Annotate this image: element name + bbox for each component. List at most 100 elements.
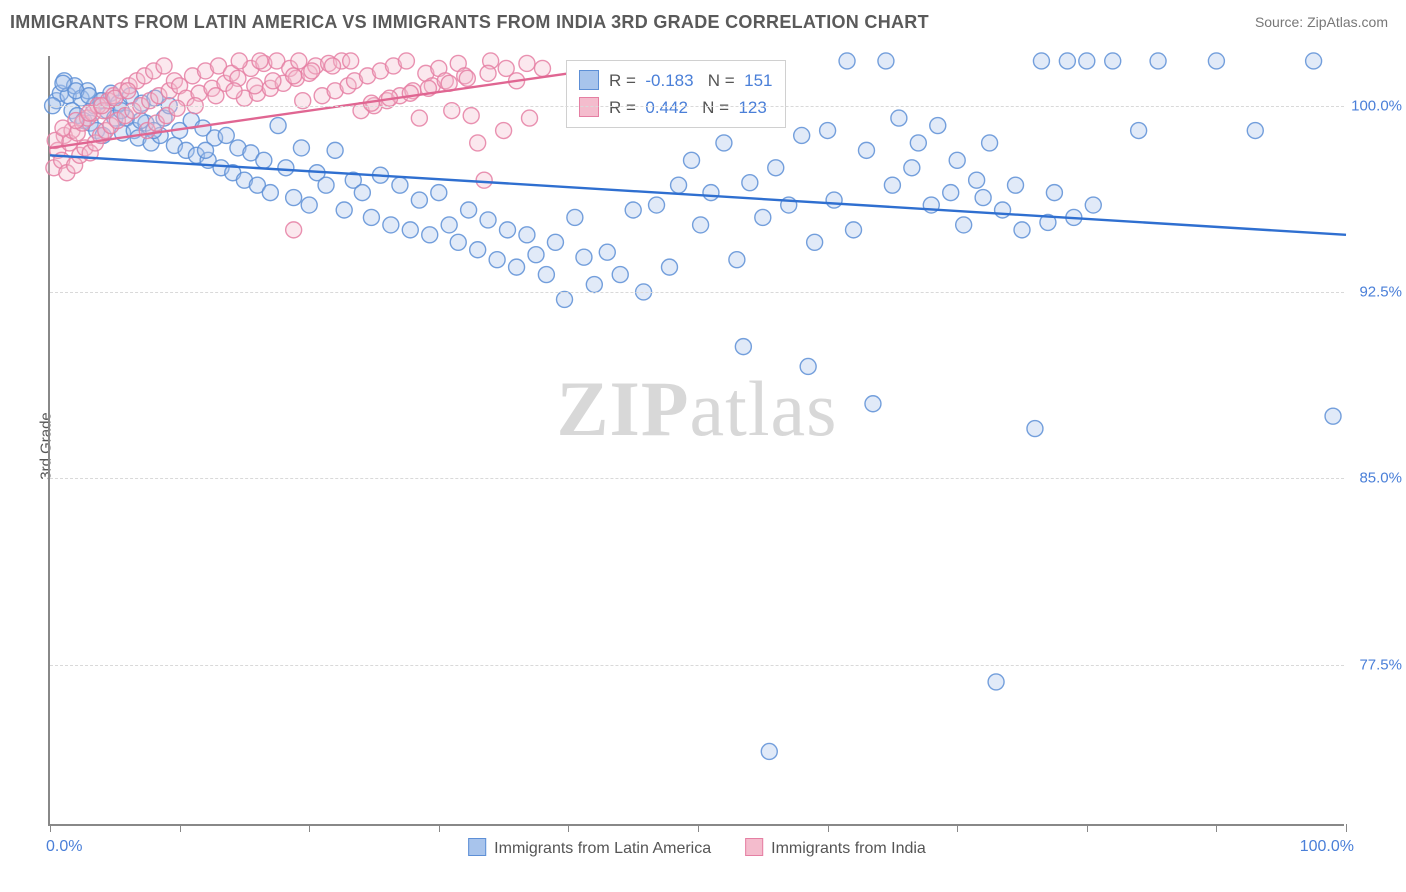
data-point	[398, 53, 414, 69]
source-attribution: Source: ZipAtlas.com	[1255, 14, 1388, 30]
legend-swatch	[579, 70, 599, 90]
data-point	[1046, 185, 1062, 201]
data-point	[943, 185, 959, 201]
data-point	[496, 123, 512, 139]
data-point	[286, 190, 302, 206]
x-axis-tick	[50, 824, 51, 832]
data-point	[327, 142, 343, 158]
data-point	[1014, 222, 1030, 238]
x-axis-min-label: 0.0%	[46, 838, 82, 856]
data-point	[975, 190, 991, 206]
data-point	[671, 177, 687, 193]
data-point	[969, 172, 985, 188]
data-point	[383, 217, 399, 233]
data-point	[293, 140, 309, 156]
data-point	[231, 53, 247, 69]
data-point	[995, 202, 1011, 218]
chart-title: IMMIGRANTS FROM LATIN AMERICA VS IMMIGRA…	[10, 12, 929, 33]
data-point	[755, 209, 771, 225]
data-point	[402, 85, 418, 101]
data-point	[839, 53, 855, 69]
legend-swatch	[579, 97, 599, 117]
data-point	[988, 674, 1004, 690]
data-point	[586, 277, 602, 293]
grid-line-h	[50, 106, 1344, 107]
stats-row: R = 0.442 N = 123	[579, 94, 773, 121]
data-point	[509, 259, 525, 275]
data-point	[270, 118, 286, 134]
data-point	[693, 217, 709, 233]
grid-line-h	[50, 478, 1344, 479]
data-point	[286, 222, 302, 238]
x-axis-tick	[1087, 824, 1088, 832]
data-point	[120, 83, 136, 99]
data-point	[522, 110, 538, 126]
legend-item: Immigrants from India	[745, 838, 926, 858]
data-point	[247, 78, 263, 94]
data-point	[612, 267, 628, 283]
data-point	[956, 217, 972, 233]
x-axis-max-label: 100.0%	[1300, 838, 1354, 856]
x-axis-tick	[1216, 824, 1217, 832]
data-point	[878, 53, 894, 69]
data-point	[557, 291, 573, 307]
source-label: Source:	[1255, 14, 1307, 30]
data-point	[354, 185, 370, 201]
plot-svg	[50, 56, 1344, 824]
data-point	[716, 135, 732, 151]
data-point	[498, 60, 514, 76]
data-point	[1105, 53, 1121, 69]
data-point	[470, 242, 486, 258]
data-point	[318, 177, 334, 193]
data-point	[291, 53, 307, 69]
correlation-stats-box: R = -0.183 N = 151R = 0.442 N = 123	[566, 60, 786, 128]
data-point	[226, 83, 242, 99]
source-name: ZipAtlas.com	[1307, 14, 1388, 30]
data-point	[286, 68, 302, 84]
data-point	[450, 234, 466, 250]
y-axis-tick-label: 85.0%	[1359, 470, 1402, 487]
data-point	[265, 73, 281, 89]
legend-label: Immigrants from India	[771, 840, 926, 857]
data-point	[441, 217, 457, 233]
data-point	[1079, 53, 1095, 69]
data-point	[252, 53, 268, 69]
x-axis-tick	[309, 824, 310, 832]
data-point	[336, 202, 352, 218]
data-point	[392, 177, 408, 193]
data-point	[599, 244, 615, 260]
x-axis-tick	[698, 824, 699, 832]
data-point	[807, 234, 823, 250]
scatter-chart: ZIPatlas R = -0.183 N = 151R = 0.442 N =…	[48, 56, 1344, 826]
legend-swatch	[745, 838, 763, 856]
data-point	[930, 118, 946, 134]
data-point	[661, 259, 677, 275]
data-point	[198, 142, 214, 158]
data-point	[256, 152, 272, 168]
data-point	[735, 339, 751, 355]
data-point	[411, 110, 427, 126]
data-point	[480, 212, 496, 228]
data-point	[576, 249, 592, 265]
data-point	[1208, 53, 1224, 69]
data-point	[363, 209, 379, 225]
data-point	[489, 252, 505, 268]
x-axis-tick	[180, 824, 181, 832]
data-point	[982, 135, 998, 151]
data-point	[729, 252, 745, 268]
data-point	[1325, 408, 1341, 424]
data-point	[649, 197, 665, 213]
y-axis-tick-label: 77.5%	[1359, 656, 1402, 673]
data-point	[528, 247, 544, 263]
n-value: 123	[738, 98, 766, 117]
data-point	[499, 222, 515, 238]
legend-item: Immigrants from Latin America	[468, 838, 711, 858]
data-point	[519, 227, 535, 243]
data-point	[1027, 421, 1043, 437]
grid-line-h	[50, 292, 1344, 293]
data-point	[156, 58, 172, 74]
data-point	[904, 160, 920, 176]
data-point	[470, 135, 486, 151]
data-point	[1008, 177, 1024, 193]
data-point	[800, 358, 816, 374]
